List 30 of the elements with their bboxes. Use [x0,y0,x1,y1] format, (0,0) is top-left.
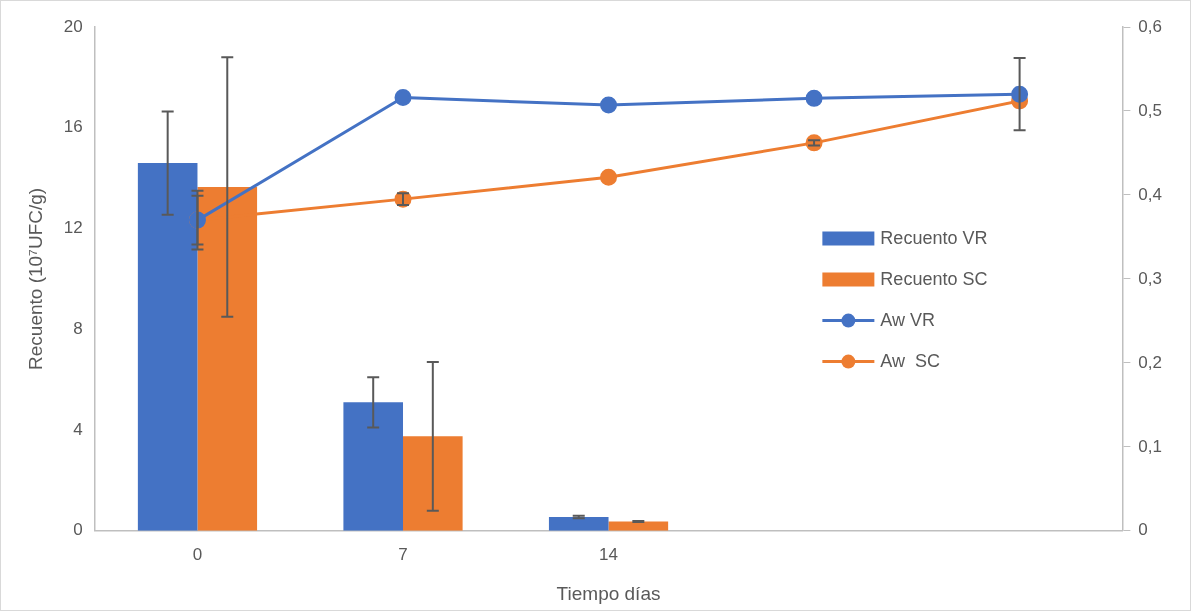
x-tick-label: 14 [599,544,618,564]
point [600,96,618,114]
bar [608,521,669,531]
y-tick-label: 0 [73,520,83,540]
y2-tick-label: 0,1 [1138,436,1163,456]
x-axis-title: Tiempo días [556,582,661,604]
bar [343,402,404,531]
y-tick-label: 8 [73,318,83,338]
y2-tick-label: 0,4 [1138,184,1163,204]
y2-tick-label: 0,3 [1138,268,1163,288]
y-tick-label: 20 [63,16,83,36]
bar [548,516,609,531]
y-tick-label: 12 [63,218,83,238]
y2-tick-label: 0 [1138,520,1148,540]
bar [403,436,463,531]
y-axis-title: Recuento (10⁷UFC/g) [24,187,46,370]
y2-tick-label: 0,2 [1138,352,1163,372]
point [805,89,823,107]
x-tick-label: 0 [192,544,203,564]
point [394,89,412,107]
point [600,168,618,186]
y-tick-label: 16 [63,117,83,137]
legend-label: Aw SC [880,350,941,371]
y-tick-label: 4 [73,419,83,439]
y2-tick-label: 0,6 [1138,16,1163,36]
y2-tick-label: 0,5 [1138,100,1163,120]
legend-label: Aw VR [880,309,936,330]
x-tick-label: 7 [398,544,408,564]
legend-label: Recuento SC [880,268,988,289]
legend-label: Recuento VR [880,227,988,248]
